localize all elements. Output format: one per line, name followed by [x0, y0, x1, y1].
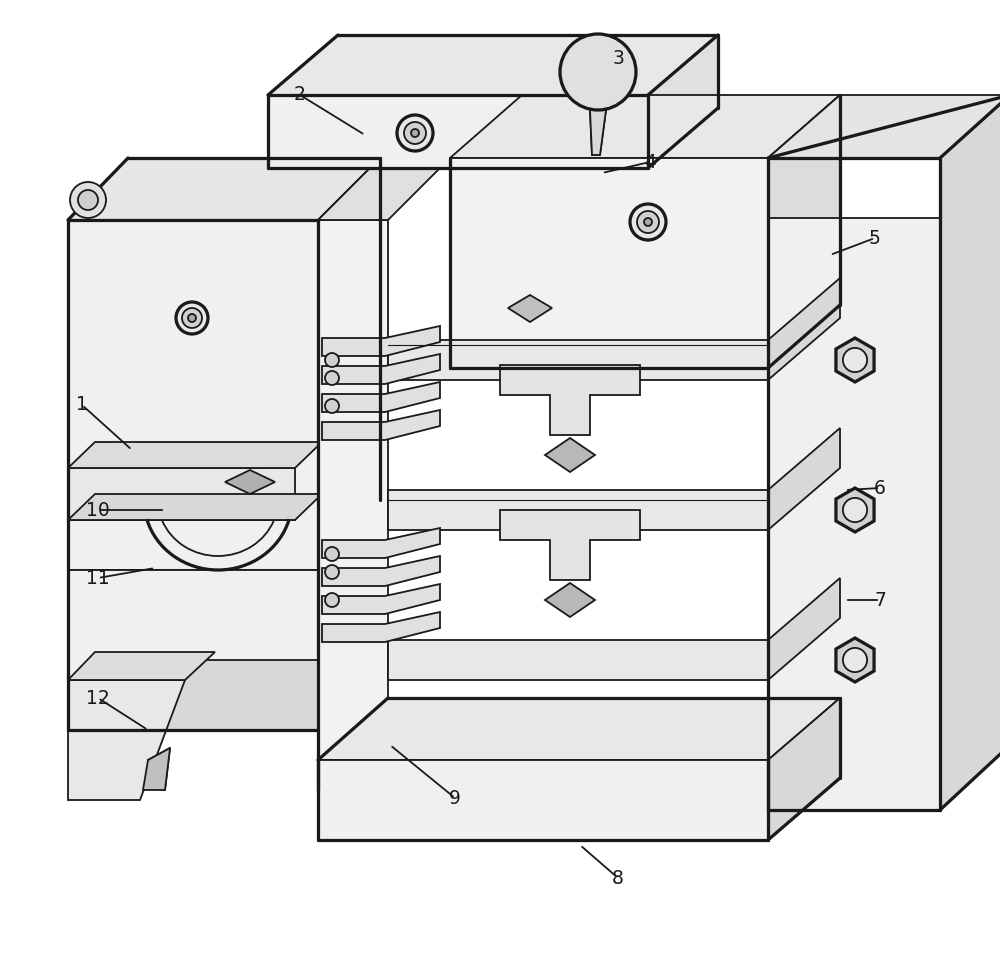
Text: 5: 5	[869, 228, 881, 248]
Polygon shape	[768, 428, 840, 530]
Polygon shape	[836, 638, 874, 682]
Text: 3: 3	[612, 48, 624, 68]
Polygon shape	[322, 410, 440, 440]
Circle shape	[182, 308, 202, 328]
Circle shape	[644, 218, 652, 226]
Polygon shape	[648, 35, 718, 168]
Polygon shape	[545, 438, 595, 472]
Polygon shape	[68, 468, 295, 520]
Polygon shape	[768, 95, 840, 368]
Circle shape	[843, 648, 867, 672]
Polygon shape	[322, 354, 440, 384]
Polygon shape	[68, 442, 322, 468]
Text: 1: 1	[76, 396, 88, 414]
Polygon shape	[590, 110, 606, 155]
Polygon shape	[508, 295, 552, 322]
Circle shape	[325, 353, 339, 367]
Polygon shape	[68, 158, 380, 220]
Polygon shape	[68, 570, 318, 730]
Polygon shape	[450, 158, 768, 368]
Polygon shape	[388, 490, 768, 530]
Polygon shape	[225, 470, 275, 494]
Polygon shape	[545, 583, 595, 617]
Circle shape	[580, 54, 616, 90]
Polygon shape	[768, 218, 940, 810]
Text: 9: 9	[449, 789, 461, 807]
Polygon shape	[500, 365, 640, 435]
Polygon shape	[318, 698, 840, 760]
Polygon shape	[318, 500, 380, 730]
Circle shape	[404, 122, 426, 144]
Circle shape	[568, 42, 628, 102]
Text: 11: 11	[86, 568, 110, 588]
Polygon shape	[318, 220, 388, 790]
Text: 12: 12	[86, 688, 110, 708]
Circle shape	[637, 211, 659, 233]
Polygon shape	[768, 95, 1000, 158]
Circle shape	[843, 348, 867, 372]
Polygon shape	[322, 326, 440, 356]
Polygon shape	[322, 612, 440, 642]
Polygon shape	[268, 35, 718, 95]
Circle shape	[325, 399, 339, 413]
Polygon shape	[322, 584, 440, 614]
Polygon shape	[68, 652, 215, 680]
Circle shape	[78, 190, 98, 210]
Text: 4: 4	[644, 153, 656, 171]
Polygon shape	[836, 488, 874, 532]
Text: 7: 7	[874, 590, 886, 610]
Polygon shape	[68, 220, 318, 570]
Polygon shape	[836, 338, 874, 382]
Polygon shape	[322, 528, 440, 558]
Polygon shape	[388, 340, 768, 380]
Polygon shape	[322, 382, 440, 412]
Circle shape	[325, 565, 339, 579]
Text: 6: 6	[874, 478, 886, 498]
Circle shape	[325, 593, 339, 607]
Circle shape	[560, 34, 636, 110]
Polygon shape	[388, 640, 768, 680]
Text: 8: 8	[612, 868, 624, 888]
Polygon shape	[318, 158, 380, 570]
Polygon shape	[318, 760, 768, 840]
Polygon shape	[768, 578, 840, 680]
Circle shape	[843, 498, 867, 522]
Polygon shape	[450, 95, 840, 158]
Polygon shape	[768, 278, 840, 380]
Polygon shape	[68, 494, 322, 520]
Polygon shape	[68, 680, 185, 800]
Polygon shape	[768, 698, 840, 840]
Polygon shape	[322, 556, 440, 586]
Circle shape	[411, 129, 419, 137]
Circle shape	[630, 204, 666, 240]
Circle shape	[176, 302, 208, 334]
Text: 10: 10	[86, 500, 110, 520]
Circle shape	[325, 547, 339, 561]
Text: 2: 2	[294, 85, 306, 105]
Polygon shape	[143, 748, 170, 790]
Polygon shape	[500, 510, 640, 580]
Circle shape	[325, 371, 339, 385]
Polygon shape	[940, 95, 1000, 810]
Polygon shape	[318, 158, 450, 220]
Circle shape	[70, 182, 106, 218]
Polygon shape	[68, 660, 380, 730]
Circle shape	[397, 115, 433, 151]
Circle shape	[188, 314, 196, 322]
Polygon shape	[268, 95, 648, 168]
